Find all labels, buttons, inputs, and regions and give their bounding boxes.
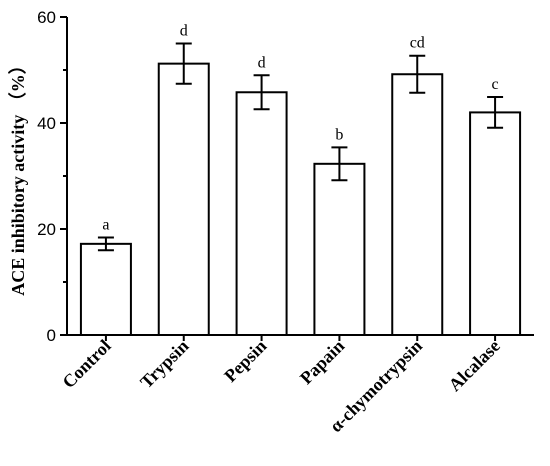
bar-2 [235, 91, 288, 337]
y-tick-label: 0 [47, 326, 56, 345]
bar-0 [79, 242, 132, 336]
y-tick-label: 20 [37, 220, 56, 239]
bars-group: a d d b cd c [79, 23, 522, 337]
significance-label-5: c [492, 76, 499, 93]
significance-label-2: d [258, 54, 266, 71]
significance-label-3: b [335, 126, 343, 143]
bar-5 [469, 111, 522, 337]
x-axis-labels: Control Trypsin Pepsin Papainα-chymotrypsin… [58, 335, 504, 436]
bar-1 [157, 62, 210, 336]
y-axis-ticks: 0 20 40 60 [37, 8, 67, 345]
significance-label-1: d [180, 23, 188, 40]
category-label-0: Control [58, 336, 114, 392]
y-tick-label: 40 [37, 114, 56, 133]
category-label-5: Alcalase [445, 336, 504, 395]
category-label-3: Papain [296, 336, 348, 388]
category-label-2: Pepsin [220, 336, 270, 386]
category-label-1: Trypsin [136, 336, 192, 392]
bar-3 [313, 162, 366, 336]
y-axis-label: ACE inhibitory activity （%） [8, 56, 28, 296]
bar-4 [391, 73, 444, 337]
significance-label-4: cd [410, 35, 425, 52]
y-tick-label: 60 [37, 8, 56, 27]
significance-label-0: a [102, 216, 109, 233]
